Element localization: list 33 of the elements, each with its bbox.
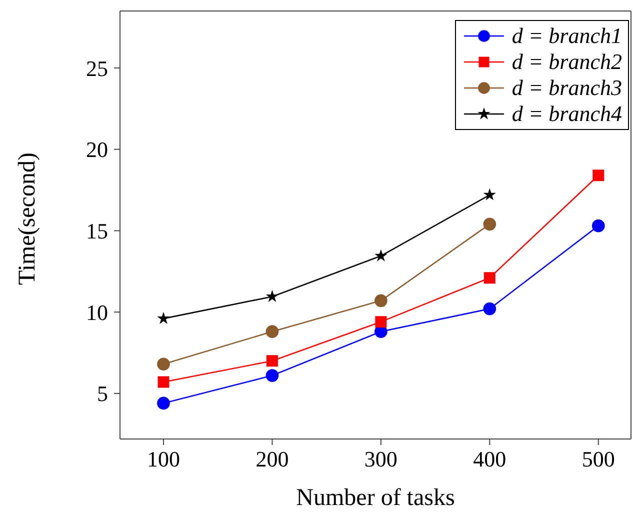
point bbox=[483, 218, 496, 231]
legend-label: d = branch2 bbox=[512, 49, 622, 75]
y-axis-title: Time(second) bbox=[14, 152, 41, 285]
legend-label: d = branch3 bbox=[512, 75, 622, 101]
point bbox=[158, 376, 170, 388]
x-tick-label: 200 bbox=[256, 446, 289, 472]
point bbox=[157, 312, 170, 324]
point bbox=[266, 325, 279, 338]
point bbox=[374, 294, 388, 308]
point bbox=[374, 249, 388, 262]
x-tick-label: 500 bbox=[582, 446, 615, 472]
point bbox=[484, 272, 496, 284]
legend-label: d = branch1 bbox=[512, 23, 622, 49]
y-tick-label: 25 bbox=[86, 56, 108, 81]
x-tick-label: 100 bbox=[146, 446, 180, 472]
point bbox=[157, 358, 170, 371]
point bbox=[483, 188, 496, 200]
x-tick-label: 300 bbox=[364, 446, 398, 472]
legend-label: d = branch4 bbox=[512, 101, 622, 127]
point bbox=[592, 170, 604, 182]
y-tick-label: 5 bbox=[97, 381, 108, 406]
y-tick-label: 15 bbox=[86, 218, 108, 244]
x-tick-label: 400 bbox=[473, 446, 506, 472]
x-axis-title: Number of tasks bbox=[296, 485, 455, 511]
point bbox=[483, 302, 496, 316]
point bbox=[266, 355, 278, 367]
y-tick-label: 10 bbox=[86, 300, 108, 325]
point bbox=[375, 316, 387, 328]
point bbox=[266, 290, 279, 302]
point bbox=[266, 369, 279, 382]
point bbox=[157, 396, 170, 410]
point bbox=[592, 219, 605, 232]
y-tick-label: 20 bbox=[86, 137, 108, 162]
